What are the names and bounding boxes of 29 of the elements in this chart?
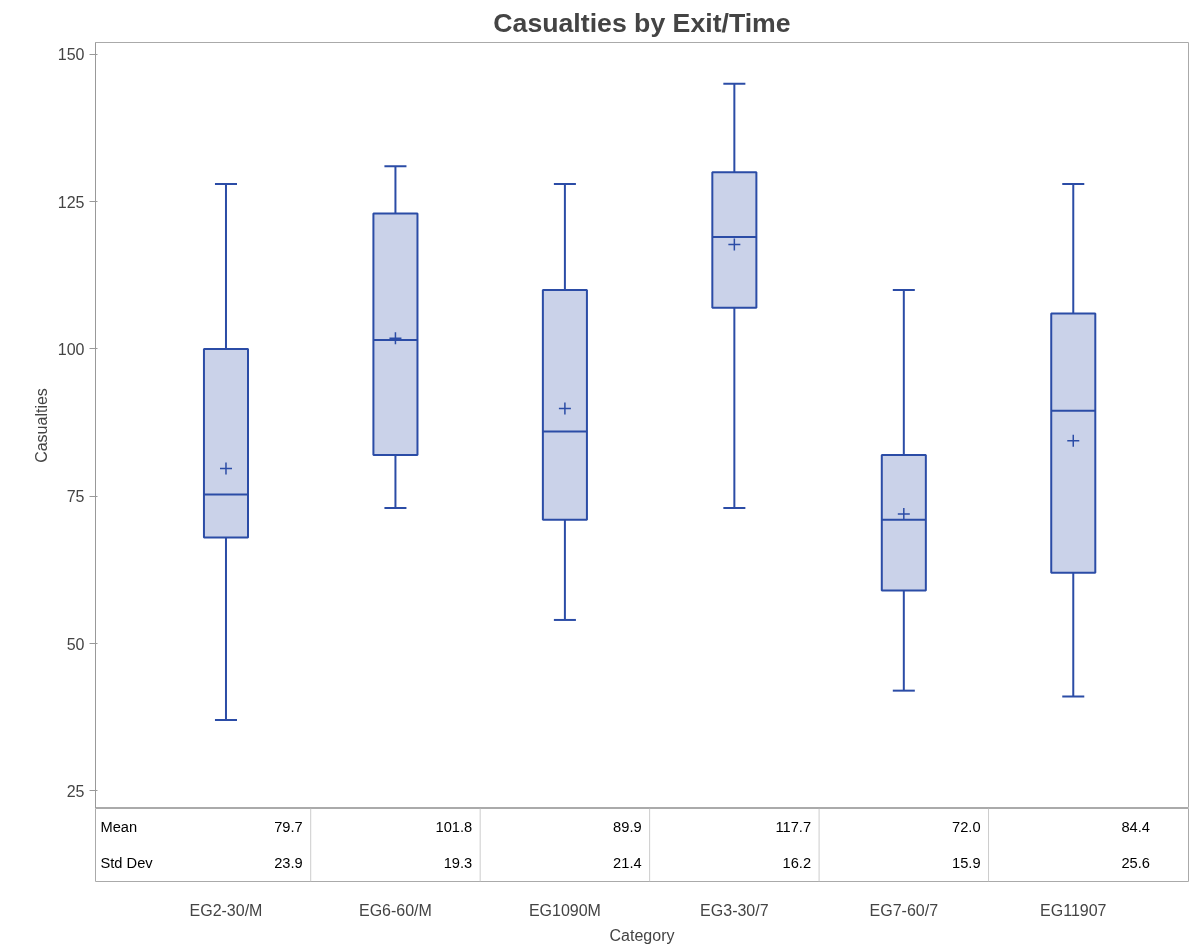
- text: 79.7: [274, 818, 303, 835]
- text: 72.0: [952, 818, 981, 835]
- x-tick-label: EG3-30/7: [700, 901, 769, 919]
- chart-title: Casualties by Exit/Time: [493, 7, 791, 38]
- x-tick-label: EG11907: [1040, 901, 1107, 919]
- text: 19.3: [443, 855, 473, 872]
- x-tick-label: EG6-60/M: [358, 901, 432, 919]
- x-tick-label: EG1090M: [528, 901, 601, 919]
- text: 89.9: [613, 818, 642, 835]
- x-axis-title: Category: [609, 926, 675, 944]
- text: 84.4: [1121, 818, 1150, 835]
- text: 101.8: [435, 818, 473, 835]
- x-tick-label: EG7-60/7: [869, 901, 939, 919]
- x-tick-label: EG2-30/M: [189, 901, 263, 919]
- text: 117.7: [775, 818, 812, 835]
- text: 16.2: [782, 855, 812, 872]
- y-tick-label: 100: [57, 340, 85, 358]
- y-tick-label: 150: [57, 46, 85, 64]
- text: Mean: [100, 818, 138, 835]
- y-axis-title: Casualties: [32, 388, 50, 463]
- y-tick-label: 75: [66, 488, 85, 506]
- y-tick-label: 125: [57, 193, 85, 211]
- text: 25.6: [1121, 855, 1150, 872]
- text: 15.9: [952, 855, 981, 872]
- y-tick-label: 25: [66, 782, 85, 800]
- text: 21.4: [613, 855, 642, 872]
- text: 23.9: [274, 855, 303, 872]
- y-tick-label: 50: [66, 635, 85, 653]
- text: Std Dev: [100, 855, 154, 872]
